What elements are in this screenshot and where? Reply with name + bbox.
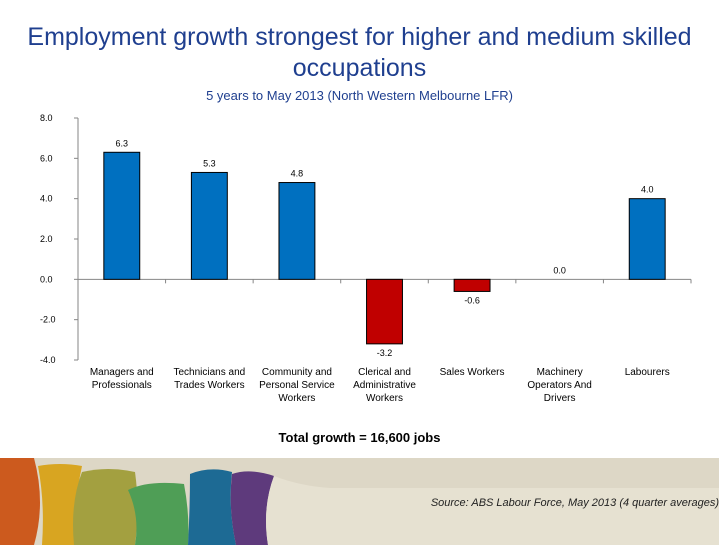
- category-label: Labourers: [625, 367, 670, 378]
- bar: [366, 278, 403, 345]
- data-label: 6.3: [116, 138, 129, 148]
- y-tick-label: 2.0: [40, 234, 53, 244]
- total-growth-label: Total growth = 16,600 jobs: [278, 430, 441, 445]
- category-label: Personal Service: [259, 380, 335, 391]
- category-label: Operators And: [527, 380, 591, 391]
- category-label: Sales Workers: [440, 367, 505, 378]
- category-label: Clerical and: [358, 367, 411, 378]
- footer-stripe-olive: [73, 469, 138, 545]
- data-label: 4.0: [641, 185, 654, 195]
- chart-title: Employment growth strongest for higher a…: [27, 23, 692, 82]
- bar: [628, 198, 666, 280]
- data-label: 0.0: [553, 265, 566, 275]
- footer-stripe-green: [128, 482, 189, 545]
- footer-banner: [0, 458, 719, 545]
- y-tick-label: 8.0: [40, 113, 53, 123]
- bar: [190, 171, 228, 280]
- data-label: -0.6: [464, 295, 480, 305]
- bar-chart: 8.0 6.0 4.0 2.0 0.0 -2.0 -4.0 6.3 Managers and Pr…: [40, 113, 692, 404]
- category-label: Workers: [278, 393, 315, 404]
- y-tick-label: -4.0: [40, 355, 56, 365]
- data-label: -3.2: [377, 348, 393, 358]
- footer-stripe-purple: [230, 471, 274, 545]
- category-label: Drivers: [544, 393, 576, 404]
- y-tick-label: 6.0: [40, 153, 53, 163]
- category-label: Managers and: [90, 367, 154, 378]
- category-label: Trades Workers: [174, 380, 245, 391]
- bar: [103, 151, 141, 280]
- data-label: 4.8: [291, 169, 304, 179]
- category-label: Technicians and: [173, 367, 245, 378]
- y-tick-label: 0.0: [40, 274, 53, 284]
- y-tick-label: 4.0: [40, 194, 53, 204]
- data-label: 5.3: [203, 158, 216, 168]
- footer-stripe-orange: [0, 458, 40, 545]
- chart-subtitle: 5 years to May 2013 (North Western Melbo…: [206, 88, 513, 103]
- bar: [278, 182, 316, 280]
- category-label: Administrative: [353, 380, 416, 391]
- footer-stripe-gold: [38, 464, 82, 545]
- category-label: Workers: [366, 393, 403, 404]
- bar: [453, 278, 491, 292]
- y-tick-label: -2.0: [40, 315, 56, 325]
- footer-stripe-blue: [188, 469, 236, 545]
- footer-band: [266, 476, 719, 545]
- source-note: Source: ABS Labour Force, May 2013 (4 qu…: [430, 497, 719, 509]
- category-label: Machinery: [537, 367, 583, 378]
- category-label: Community and: [262, 367, 332, 378]
- category-label: Professionals: [92, 380, 152, 391]
